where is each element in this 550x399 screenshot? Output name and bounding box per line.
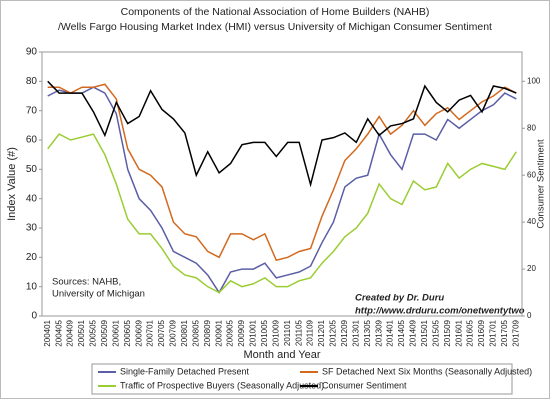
x-tick-label: 201709 <box>511 319 520 346</box>
x-tick-label: 201501 <box>420 319 429 346</box>
y-axis-label: Index Value (#) <box>6 147 18 221</box>
series-line <box>47 83 517 262</box>
x-tick-label: 201701 <box>489 319 498 346</box>
annotation: Sources: NAHB, <box>52 277 121 288</box>
x-tick-label: 201105 <box>294 319 303 346</box>
x-tick-label: 201205 <box>329 319 338 346</box>
x-tick-label: 201509 <box>443 319 452 346</box>
y2-tick-label: 0 <box>527 311 532 320</box>
x-tick-label: 201101 <box>283 319 292 346</box>
legend-label: Traffic of Prospective Buyers (Seasonall… <box>120 380 324 390</box>
chart-title: /Wells Fargo Housing Market Index (HMI) … <box>58 21 492 33</box>
x-tick-label: 200501 <box>77 319 86 346</box>
chart-title: Components of the National Association o… <box>121 6 430 18</box>
legend-box <box>91 363 513 395</box>
x-tick-label: 201609 <box>477 319 486 346</box>
x-tick-label: 200601 <box>111 319 120 346</box>
y-tick-label: 90 <box>26 47 38 58</box>
legend-label: Consumer Sentiment <box>322 380 407 390</box>
annotation: University of Michigan <box>52 289 145 300</box>
x-tick-label: 200709 <box>169 319 178 346</box>
plot-area <box>41 51 523 317</box>
x-tick-label: 201405 <box>397 319 406 346</box>
y-tick-label: 60 <box>26 135 38 146</box>
series-line <box>47 86 517 294</box>
x-tick-label: 201605 <box>466 319 475 346</box>
x-tick-label: 201209 <box>340 319 349 346</box>
annotation: Created by Dr. Duru <box>355 293 444 304</box>
x-tick-label: 200409 <box>66 319 75 346</box>
x-tick-label: 200705 <box>157 319 166 346</box>
x-tick-label: 200901 <box>214 319 223 346</box>
x-tick-label: 201001 <box>249 319 258 346</box>
y-tick-label: 30 <box>26 223 38 234</box>
x-tick-label: 201705 <box>500 319 509 346</box>
y2-tick-label: 20 <box>527 264 536 273</box>
x-tick-label: 201409 <box>409 319 418 346</box>
y2-tick-label: 100 <box>527 76 541 85</box>
x-tick-label: 201305 <box>363 319 372 346</box>
series-line <box>47 133 517 294</box>
x-tick-label: 201109 <box>306 319 315 346</box>
annotation: http://www.drduru.com/onetwentytwo <box>355 306 525 317</box>
y-tick-label: 50 <box>26 164 38 175</box>
x-tick-label: 201009 <box>271 319 280 346</box>
x-tick-label: 201401 <box>386 319 395 346</box>
x-tick-label: 200905 <box>226 319 235 346</box>
x-tick-label: 200505 <box>89 319 98 346</box>
x-tick-label: 201601 <box>454 319 463 346</box>
x-tick-label: 201301 <box>351 319 360 346</box>
x-tick-label: 201505 <box>431 319 440 346</box>
legend-label: SF Detached Next Six Months (Seasonally … <box>322 366 532 376</box>
y-tick-label: 70 <box>26 105 38 116</box>
legend-label: Single-Family Detached Present <box>120 366 250 376</box>
y2-axis-label: Consumer Sentiment <box>536 139 547 229</box>
y-tick-label: 40 <box>26 193 38 204</box>
x-tick-label: 200809 <box>203 319 212 346</box>
x-tick-label: 200801 <box>180 319 189 346</box>
x-tick-label: 201309 <box>374 319 383 346</box>
y-tick-label: 0 <box>31 311 37 322</box>
y-tick-label: 20 <box>26 252 38 263</box>
x-tick-label: 200909 <box>237 319 246 346</box>
y-tick-label: 80 <box>26 76 38 87</box>
x-tick-label: 200405 <box>54 319 63 346</box>
x-axis-label: Month and Year <box>243 349 320 361</box>
series-line <box>47 80 517 188</box>
x-tick-label: 200509 <box>100 319 109 346</box>
y2-tick-label: 60 <box>527 170 536 179</box>
y-tick-label: 10 <box>26 281 38 292</box>
x-tick-label: 200605 <box>123 319 132 346</box>
x-tick-label: 201201 <box>317 319 326 346</box>
x-tick-label: 200401 <box>43 319 52 346</box>
y2-tick-label: 40 <box>527 217 536 226</box>
x-tick-label: 200609 <box>134 319 143 346</box>
y2-tick-label: 80 <box>527 123 536 132</box>
x-tick-label: 200701 <box>146 319 155 346</box>
x-tick-label: 200805 <box>191 319 200 346</box>
x-tick-label: 201005 <box>260 319 269 346</box>
